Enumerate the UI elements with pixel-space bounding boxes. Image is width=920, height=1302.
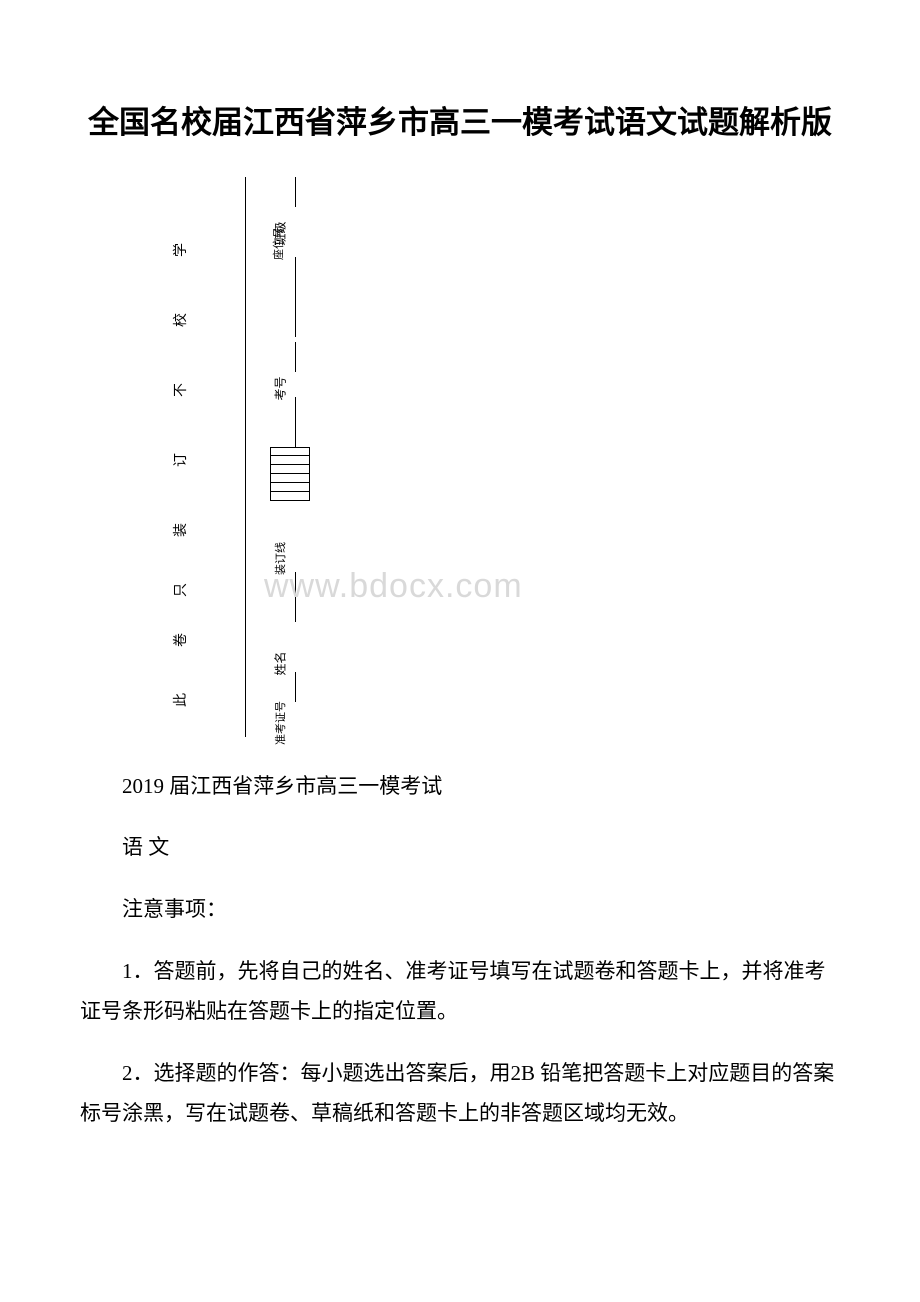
notice-label: 注意事项：: [80, 890, 840, 930]
right-label-5: 准考证号: [272, 701, 288, 745]
subject-label: 语 文: [80, 828, 840, 868]
exam-header: 2019 届江西省萍乡市高三一模考试: [80, 767, 840, 807]
left-label-5: 只: [170, 583, 190, 597]
instruction-2: 2．选择题的作答：每小题选出答案后，用2B 铅笔把答题卡上对应题目的答案标号涂黑…: [80, 1054, 840, 1134]
left-label-0: 学: [170, 243, 190, 257]
fill-line-5: [295, 672, 296, 702]
left-label-1: 校: [170, 313, 190, 327]
left-label-2: 不: [170, 383, 190, 397]
fill-line-1: [295, 257, 296, 337]
left-label-4: 装: [170, 523, 190, 537]
document-title: 全国名校届江西省萍乡市高三一模考试语文试题解析版: [80, 100, 840, 147]
right-label-1: 座位号: [270, 227, 286, 260]
left-label-3: 订: [170, 453, 190, 467]
fill-line-2: [295, 342, 296, 372]
fill-line-3: [295, 397, 296, 447]
vertical-form-diagram: 学 校 不 订 装 只 卷 此 班级 座位号 考号 装订线 姓名 准考证号: [150, 177, 350, 737]
left-label-6: 卷: [170, 633, 190, 647]
right-label-4: 姓名: [272, 651, 289, 675]
instruction-1: 1．答题前，先将自己的姓名、准考证号填写在试题卷和答题卡上，并将准考证号条形码粘…: [80, 952, 840, 1032]
watermark-text: www.bdocx.com: [264, 567, 523, 606]
divider-line: [245, 177, 246, 737]
fill-line-0: [295, 177, 296, 207]
left-label-7: 此: [170, 693, 190, 707]
answer-grid: [270, 447, 310, 502]
right-label-2: 考号: [272, 376, 289, 400]
